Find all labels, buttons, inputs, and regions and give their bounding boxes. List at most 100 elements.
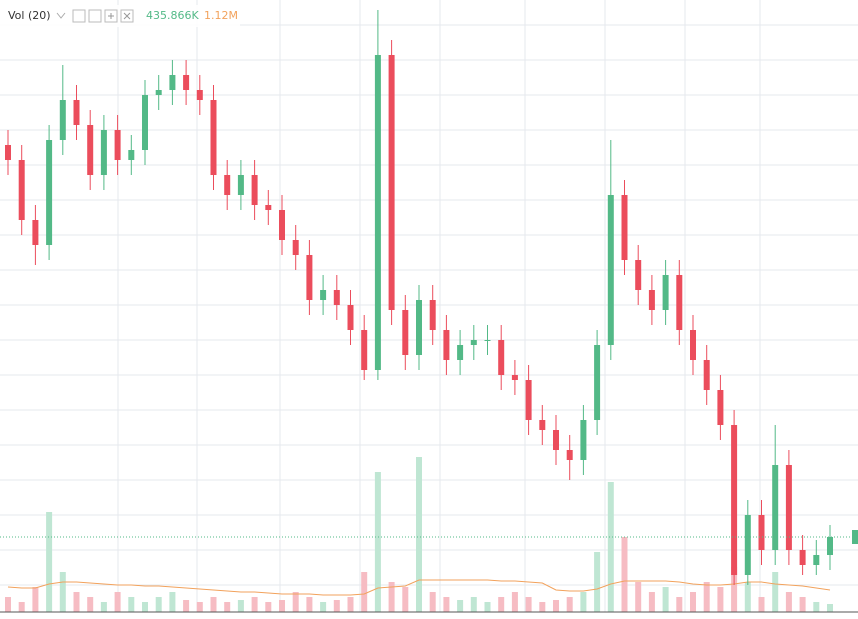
candle-body xyxy=(73,100,80,125)
volume-bar xyxy=(621,537,628,612)
candle-body xyxy=(320,290,327,300)
volume-bar xyxy=(635,582,642,612)
volume-bar xyxy=(5,597,11,612)
settings-button[interactable] xyxy=(88,9,102,23)
candle-body xyxy=(142,95,148,150)
volume-bar xyxy=(100,602,107,612)
candle-body xyxy=(594,345,601,420)
candle-body xyxy=(799,550,806,565)
volume-bar xyxy=(511,592,518,612)
button-glyphs xyxy=(108,12,131,20)
legend-bg xyxy=(0,5,240,27)
close-button[interactable] xyxy=(120,9,134,23)
volume-bar xyxy=(388,582,395,612)
volume-bar xyxy=(224,602,231,612)
volume-bar xyxy=(566,597,573,612)
volume-bar xyxy=(265,602,272,612)
volume-bar xyxy=(539,602,546,612)
volume-bar xyxy=(128,597,135,612)
candle-body xyxy=(511,375,518,380)
volume-bar xyxy=(210,597,217,612)
volume-bar xyxy=(320,602,327,612)
legend-ma: 1.12M xyxy=(204,9,238,22)
candle-body xyxy=(635,260,642,290)
volume-bar xyxy=(18,602,25,612)
volume-bar xyxy=(690,592,696,612)
candle-body xyxy=(183,75,190,90)
candle-body xyxy=(525,380,532,420)
volume-bar xyxy=(594,552,601,612)
candle-body xyxy=(32,220,39,245)
eye-button[interactable] xyxy=(72,9,86,23)
candle-body xyxy=(306,255,313,300)
candle-body xyxy=(443,330,450,360)
candle-body xyxy=(128,150,135,160)
candle-body xyxy=(676,275,683,330)
candle-body xyxy=(621,195,628,260)
candle-body xyxy=(827,537,833,555)
last-price-marker xyxy=(852,530,858,544)
volume-bar xyxy=(758,597,765,612)
candle-body xyxy=(87,125,94,175)
candle-body xyxy=(539,420,546,430)
volume-bar xyxy=(607,482,614,612)
volume-bar xyxy=(648,592,655,612)
candle-body xyxy=(333,290,340,305)
volume-bar xyxy=(114,592,121,612)
candle-body xyxy=(553,430,559,450)
volume-bar xyxy=(785,592,792,612)
candle-body xyxy=(703,360,710,390)
candle-body xyxy=(237,175,244,195)
candle-body xyxy=(114,130,121,160)
candle-body xyxy=(210,100,217,175)
candle-body xyxy=(100,130,107,175)
candle-body xyxy=(457,345,464,360)
candle-layer xyxy=(0,10,858,585)
candle-body xyxy=(607,195,614,345)
candle-body xyxy=(717,390,724,425)
candle-body xyxy=(265,205,272,210)
candle-body xyxy=(690,330,696,360)
candle-body xyxy=(292,240,299,255)
volume-bar xyxy=(662,587,669,612)
candle-body xyxy=(224,175,231,195)
candle-body xyxy=(361,330,368,370)
candle-body xyxy=(251,175,258,205)
candle-body xyxy=(155,90,162,95)
candle-body xyxy=(169,75,176,90)
candle-body xyxy=(429,300,436,330)
volume-bar xyxy=(744,582,751,612)
volume-bar xyxy=(457,600,464,612)
volume-bar xyxy=(402,587,409,612)
candle-body xyxy=(196,90,203,100)
volume-ma-line xyxy=(7,579,831,596)
volume-bar xyxy=(279,600,285,612)
candle-body xyxy=(416,300,422,355)
candle-body xyxy=(374,55,381,370)
candle-body xyxy=(566,450,573,460)
legend-volume: 435.866K xyxy=(146,9,199,22)
volume-bar xyxy=(32,587,39,612)
volume-bar xyxy=(580,592,587,612)
volume-bar xyxy=(196,602,203,612)
volume-bar xyxy=(59,572,66,612)
add-button[interactable] xyxy=(104,9,118,23)
volume-bar xyxy=(484,602,491,612)
volume-bar xyxy=(183,600,190,612)
volume-bar xyxy=(717,587,724,612)
candle-body xyxy=(470,340,477,345)
candle-body xyxy=(580,420,587,460)
volume-bar xyxy=(142,602,148,612)
candle-body xyxy=(347,305,354,330)
candle-body xyxy=(484,340,491,341)
volume-bar xyxy=(333,600,340,612)
volume-bar xyxy=(87,597,94,612)
candle-body xyxy=(772,465,779,550)
dropdown-icon[interactable] xyxy=(56,12,66,19)
volume-bar xyxy=(251,597,258,612)
legend-label[interactable]: Vol (20) xyxy=(8,9,51,22)
volume-bar xyxy=(361,572,368,612)
volume-bar xyxy=(73,592,80,612)
